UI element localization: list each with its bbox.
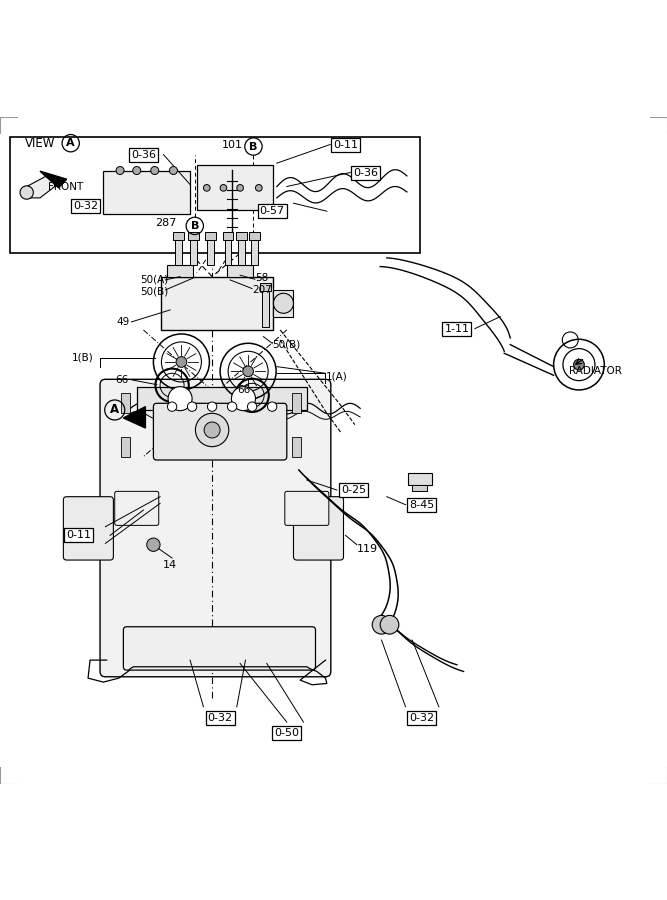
Bar [292, 436, 301, 456]
Bar [225, 238, 231, 265]
FancyBboxPatch shape [293, 497, 344, 560]
Circle shape [231, 387, 255, 410]
Text: FRONT: FRONT [48, 182, 83, 193]
FancyBboxPatch shape [153, 403, 287, 460]
Polygon shape [123, 407, 145, 428]
Text: 0-36: 0-36 [353, 167, 378, 177]
Bar [236, 232, 247, 240]
FancyBboxPatch shape [285, 491, 329, 526]
Circle shape [247, 402, 257, 411]
Text: VIEW: VIEW [25, 137, 56, 149]
Circle shape [204, 422, 220, 438]
Circle shape [237, 184, 243, 191]
Polygon shape [40, 171, 67, 188]
Text: 207: 207 [252, 285, 272, 295]
Bar [249, 232, 260, 240]
Circle shape [220, 184, 227, 191]
Bar [292, 393, 301, 413]
Bar [251, 238, 258, 265]
Text: 287: 287 [155, 218, 176, 229]
FancyBboxPatch shape [123, 626, 315, 670]
Text: 49: 49 [117, 317, 130, 327]
Text: 101: 101 [221, 140, 243, 149]
Text: 0-11: 0-11 [66, 530, 91, 540]
Circle shape [151, 166, 159, 175]
FancyBboxPatch shape [115, 491, 159, 526]
Circle shape [227, 402, 237, 411]
Circle shape [167, 402, 177, 411]
Text: B: B [191, 220, 199, 231]
Circle shape [195, 413, 229, 446]
Bar [161, 276, 273, 330]
Text: 119: 119 [357, 544, 378, 554]
Text: 0-32: 0-32 [207, 713, 233, 723]
Circle shape [243, 366, 253, 376]
Text: 0-50: 0-50 [274, 728, 299, 739]
Circle shape [203, 184, 210, 191]
FancyBboxPatch shape [63, 497, 113, 560]
Circle shape [380, 616, 399, 634]
Text: 1(A): 1(A) [325, 372, 348, 382]
Bar [121, 393, 130, 413]
Text: 1(B): 1(B) [72, 353, 94, 363]
Bar [167, 265, 193, 276]
FancyBboxPatch shape [100, 379, 331, 677]
Bar [408, 472, 432, 485]
Text: 14: 14 [163, 560, 177, 570]
Text: 58: 58 [255, 273, 268, 283]
Text: 50(B): 50(B) [272, 339, 300, 349]
Text: A: A [67, 139, 75, 148]
Circle shape [255, 184, 262, 191]
Circle shape [267, 402, 277, 411]
Text: 0-32: 0-32 [73, 201, 98, 211]
Bar [273, 290, 293, 317]
Text: RADIATOR: RADIATOR [568, 366, 622, 376]
Text: 0-11: 0-11 [333, 140, 358, 149]
Bar [207, 238, 214, 265]
Bar [412, 485, 427, 491]
Circle shape [207, 402, 217, 411]
Bar [190, 238, 197, 265]
Bar [238, 238, 245, 265]
Bar [188, 232, 199, 240]
Bar [227, 265, 253, 276]
Bar [173, 232, 184, 240]
Text: 0-25: 0-25 [341, 485, 366, 495]
Circle shape [20, 186, 33, 199]
Circle shape [147, 538, 160, 552]
Text: 66: 66 [115, 375, 129, 385]
Circle shape [168, 387, 192, 410]
Bar [103, 170, 190, 214]
Bar [205, 232, 216, 240]
Circle shape [372, 616, 391, 634]
Bar [260, 284, 271, 292]
Bar [262, 290, 269, 327]
Circle shape [116, 166, 124, 175]
Circle shape [133, 166, 141, 175]
Bar [175, 238, 182, 265]
Text: 0-32: 0-32 [409, 713, 434, 723]
Circle shape [176, 356, 187, 367]
Text: B: B [249, 141, 257, 151]
Text: 50(A): 50(A) [140, 274, 168, 285]
Bar [121, 436, 130, 456]
Bar [10, 137, 420, 253]
Polygon shape [25, 176, 55, 198]
Text: 1-11: 1-11 [444, 324, 470, 334]
Text: 0-57: 0-57 [259, 206, 285, 216]
Circle shape [574, 359, 584, 370]
Bar [223, 232, 233, 240]
Bar [137, 387, 307, 410]
Text: A: A [110, 403, 119, 417]
Text: 8-45: 8-45 [409, 500, 434, 509]
Text: 66: 66 [237, 385, 250, 395]
Text: 50(B): 50(B) [140, 286, 168, 296]
Bar [197, 165, 273, 210]
Circle shape [187, 402, 197, 411]
Circle shape [169, 166, 177, 175]
Text: 0-36: 0-36 [131, 149, 156, 159]
Circle shape [273, 293, 293, 313]
